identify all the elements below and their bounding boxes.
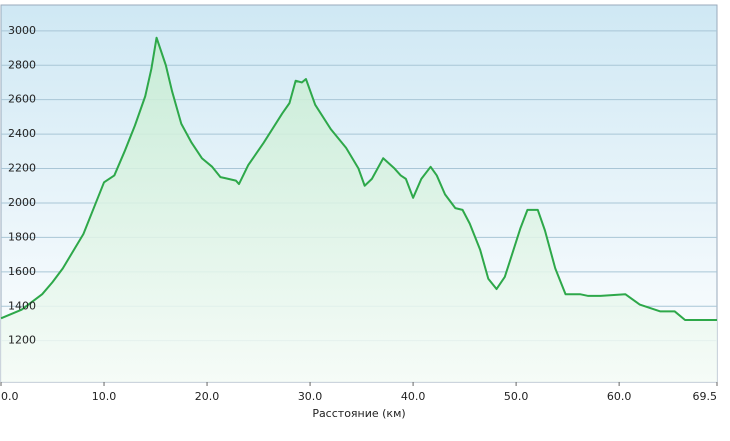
x-tick-label: 40.0 — [401, 390, 426, 403]
y-tick-label: 2800 — [8, 58, 36, 71]
x-tick-label: 30.0 — [298, 390, 323, 403]
y-tick-label: 3000 — [8, 24, 36, 37]
y-tick-label: 1400 — [8, 299, 36, 312]
x-tick-label: 60.0 — [607, 390, 632, 403]
y-tick-label: 2200 — [8, 162, 36, 175]
y-tick-label: 2600 — [8, 93, 36, 106]
y-tick-label: 2400 — [8, 127, 36, 140]
x-axis-label: Расстояние (км) — [312, 407, 405, 420]
area-fill — [1, 37, 717, 382]
x-tick-label: 20.0 — [195, 390, 220, 403]
x-tick-label: 50.0 — [504, 390, 529, 403]
x-tick-label: 69.5 — [693, 390, 718, 403]
y-tick-label: 1800 — [8, 230, 36, 243]
elevation-line — [0, 36, 717, 322]
y-tick-label: 1200 — [8, 334, 36, 347]
y-tick-label: 2000 — [8, 196, 36, 209]
x-tick-label: 10.0 — [92, 390, 117, 403]
y-tick-label: 1600 — [8, 265, 36, 278]
x-tick-label: 0.0 — [1, 390, 19, 403]
